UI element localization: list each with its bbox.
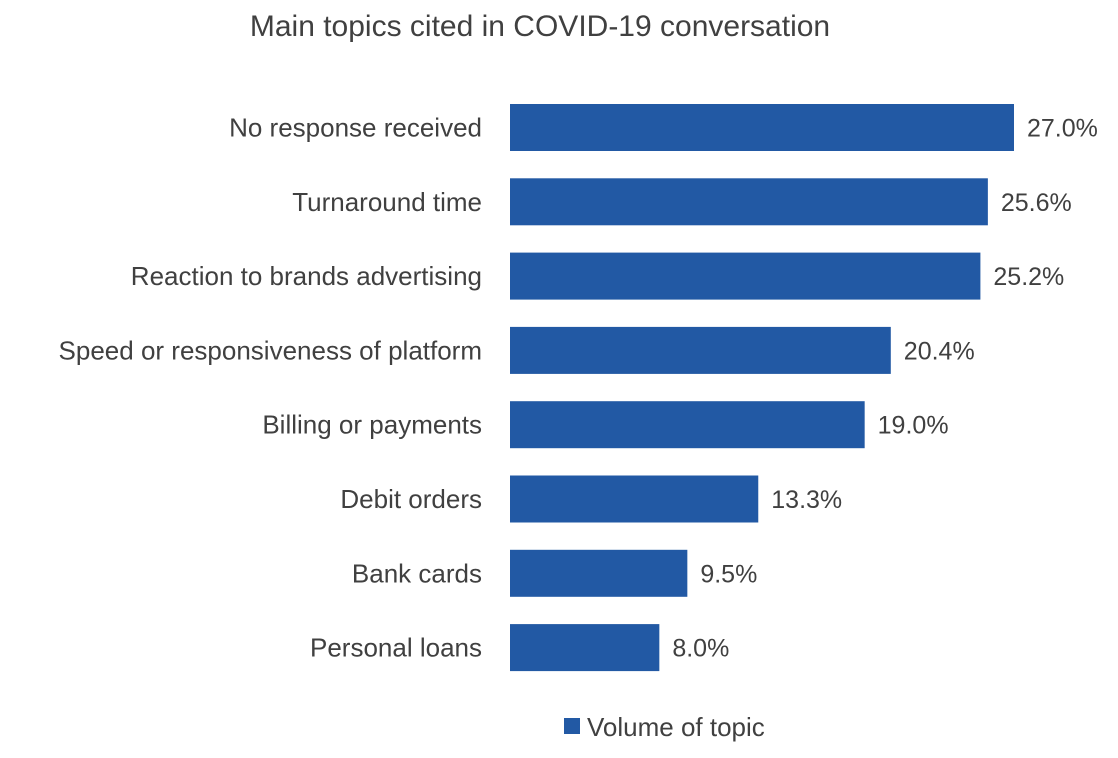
data-label: 20.4% — [904, 337, 975, 365]
data-label: 25.6% — [1001, 189, 1072, 217]
bar — [510, 401, 865, 449]
bar — [510, 178, 988, 226]
legend: Volume of topic — [564, 712, 765, 742]
bar — [510, 624, 660, 672]
bar — [510, 549, 688, 597]
data-label: 25.2% — [993, 263, 1064, 291]
data-label: 13.3% — [771, 486, 842, 514]
category-label: Turnaround time — [292, 187, 482, 217]
data-label: 19.0% — [878, 412, 949, 440]
data-label: 9.5% — [700, 560, 757, 588]
category-label: Speed or responsiveness of platform — [59, 335, 482, 365]
bar — [510, 475, 759, 523]
category-label: Reaction to brands advertising — [131, 261, 482, 291]
bars-layer: No response received 27.0% Turnaround time… — [59, 104, 1098, 672]
category-label: No response received — [229, 113, 482, 143]
chart-title: Main topics cited in COVID-19 conversati… — [250, 10, 830, 43]
data-label: 8.0% — [672, 635, 729, 663]
bar — [510, 326, 891, 374]
legend-label: Volume of topic — [587, 712, 765, 742]
bar — [510, 104, 1014, 151]
bar — [510, 252, 981, 300]
data-label: 27.0% — [1027, 115, 1098, 143]
category-label: Bank cards — [352, 558, 482, 588]
category-label: Personal loans — [310, 633, 482, 663]
legend-swatch — [564, 718, 580, 734]
category-label: Billing or payments — [262, 410, 482, 440]
category-label: Debit orders — [340, 484, 482, 514]
